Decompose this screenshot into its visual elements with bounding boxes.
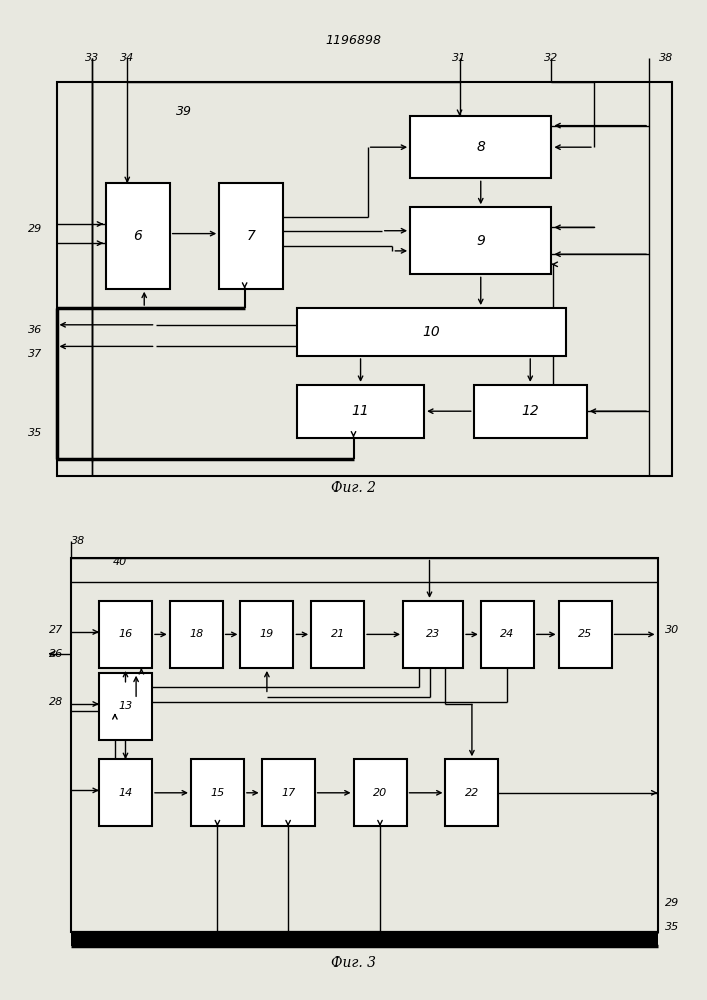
- Bar: [106, 183, 170, 289]
- Text: 34: 34: [120, 53, 134, 63]
- Bar: [99, 759, 152, 826]
- Text: 6: 6: [134, 229, 142, 243]
- Text: 40: 40: [113, 557, 127, 567]
- Text: 33: 33: [85, 53, 99, 63]
- Text: 29: 29: [665, 898, 679, 908]
- Bar: [71, 932, 658, 946]
- Text: 18: 18: [189, 629, 204, 639]
- Bar: [474, 385, 587, 438]
- Bar: [311, 601, 364, 668]
- Text: 1196898: 1196898: [325, 34, 382, 47]
- Text: 31: 31: [452, 53, 467, 63]
- Bar: [219, 183, 283, 289]
- Bar: [481, 601, 534, 668]
- Text: Фиг. 2: Фиг. 2: [331, 481, 376, 495]
- Bar: [297, 385, 424, 438]
- Bar: [410, 116, 551, 178]
- Text: 35: 35: [665, 922, 679, 932]
- Bar: [170, 601, 223, 668]
- Bar: [445, 759, 498, 826]
- Bar: [57, 82, 672, 476]
- Bar: [99, 601, 152, 668]
- Bar: [240, 601, 293, 668]
- Text: 23: 23: [426, 629, 440, 639]
- Text: 16: 16: [118, 629, 133, 639]
- Text: 26: 26: [49, 649, 64, 659]
- Text: 11: 11: [351, 404, 370, 418]
- Text: 17: 17: [281, 788, 296, 798]
- Text: 22: 22: [464, 788, 479, 798]
- Text: 29: 29: [28, 224, 42, 234]
- Text: 14: 14: [118, 788, 133, 798]
- Text: 20: 20: [373, 788, 387, 798]
- Text: 27: 27: [49, 625, 64, 635]
- Text: Фиг. 3: Фиг. 3: [331, 956, 376, 970]
- Text: 15: 15: [210, 788, 225, 798]
- Bar: [559, 601, 612, 668]
- Text: 37: 37: [28, 349, 42, 359]
- Text: 7: 7: [247, 229, 255, 243]
- Text: 10: 10: [422, 325, 440, 339]
- Text: 35: 35: [28, 428, 42, 438]
- Bar: [99, 673, 152, 740]
- Text: 30: 30: [665, 625, 679, 635]
- Text: 38: 38: [71, 536, 85, 546]
- Text: 25: 25: [578, 629, 592, 639]
- Text: 36: 36: [28, 325, 42, 335]
- Bar: [262, 759, 315, 826]
- Text: 39: 39: [176, 105, 192, 118]
- Bar: [354, 759, 407, 826]
- Text: 28: 28: [49, 697, 64, 707]
- Text: 9: 9: [477, 234, 485, 248]
- Text: 21: 21: [330, 629, 345, 639]
- Text: 12: 12: [521, 404, 539, 418]
- Text: 24: 24: [500, 629, 515, 639]
- Text: 13: 13: [118, 701, 133, 711]
- Text: 38: 38: [659, 53, 673, 63]
- Text: 19: 19: [259, 629, 274, 639]
- Bar: [71, 558, 658, 932]
- Bar: [297, 308, 566, 356]
- Text: 8: 8: [477, 140, 485, 154]
- Text: 32: 32: [544, 53, 559, 63]
- Bar: [403, 601, 463, 668]
- Bar: [191, 759, 244, 826]
- Bar: [410, 207, 551, 274]
